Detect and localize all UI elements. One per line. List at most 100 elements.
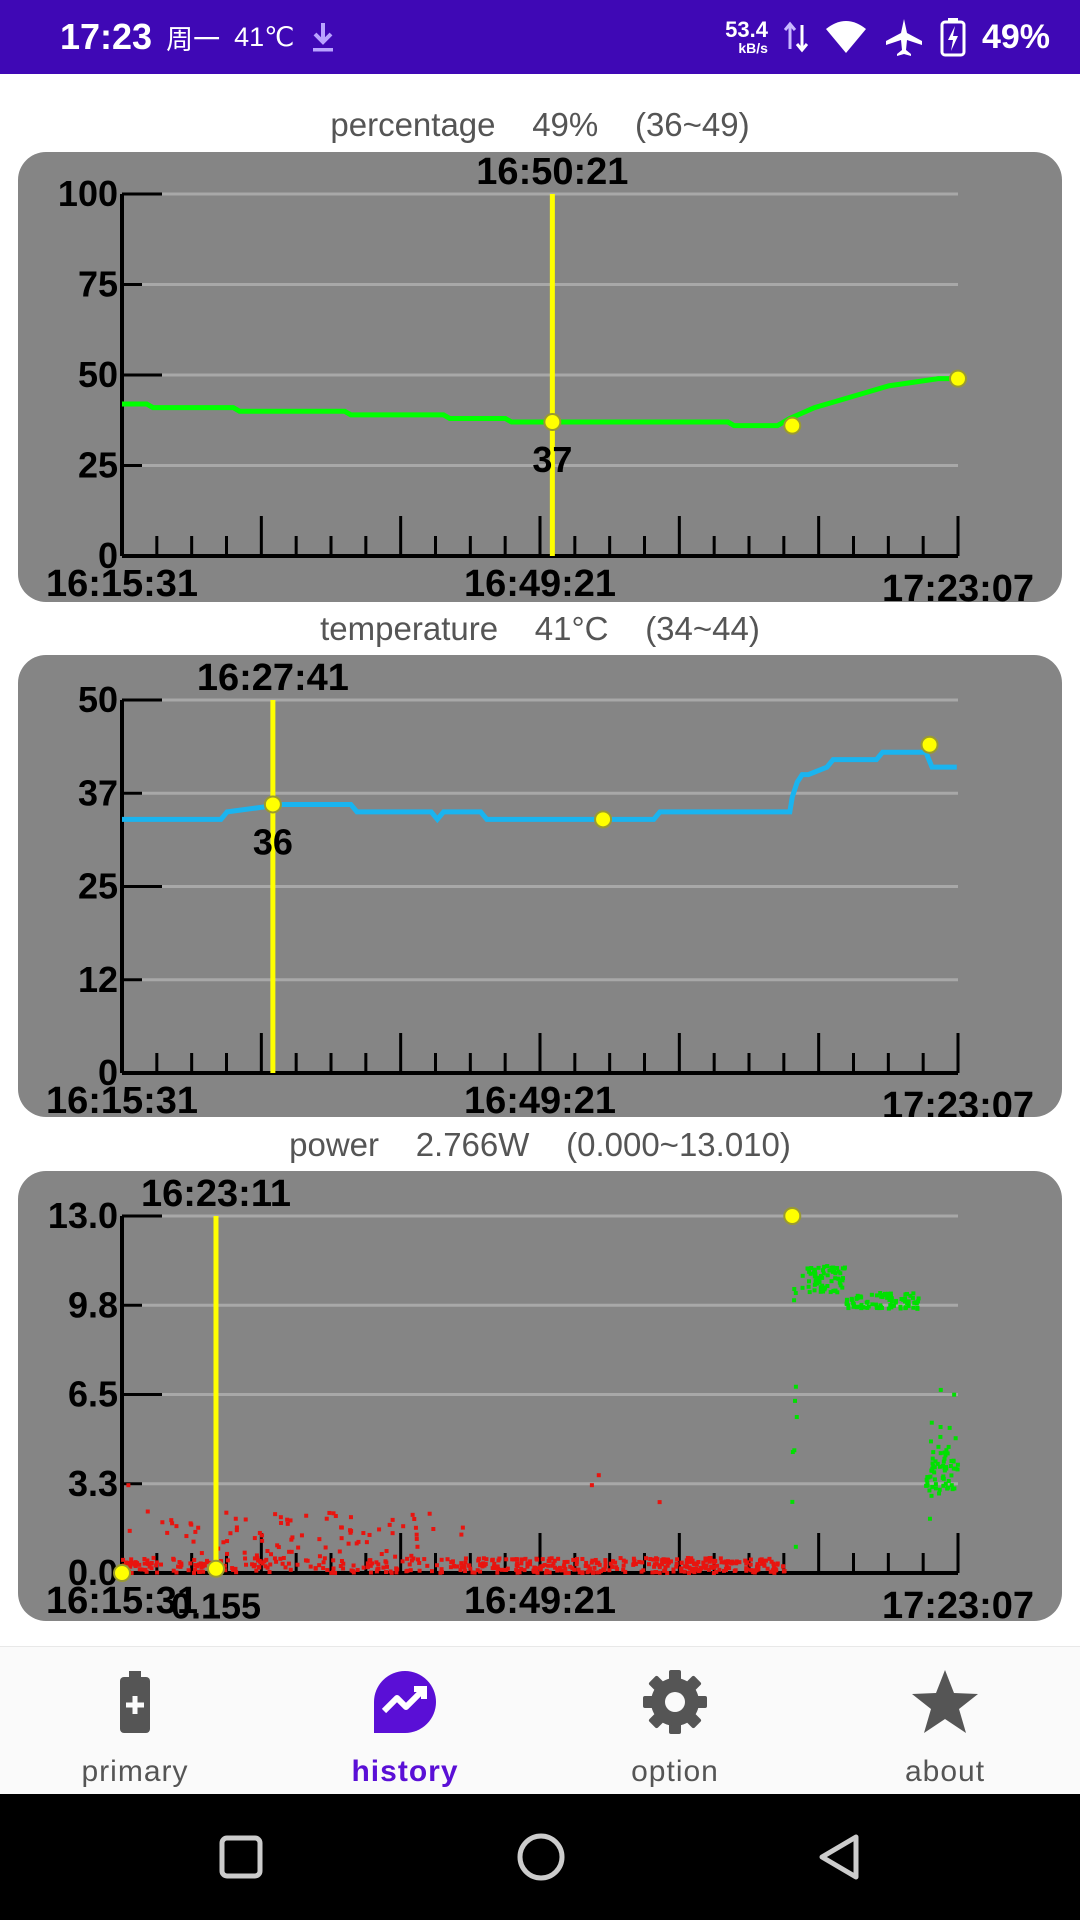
scatter-point <box>844 1300 849 1305</box>
scatter-point <box>563 1566 568 1571</box>
y-tick-label: 0 <box>98 1052 118 1093</box>
scatter-point <box>942 1468 947 1473</box>
scatter-point <box>886 1306 891 1311</box>
scatter-point <box>171 1556 176 1561</box>
scatter-point <box>938 1424 943 1429</box>
scatter-point <box>243 1517 248 1522</box>
scatter-point <box>689 1569 694 1574</box>
scatter-point <box>191 1539 196 1544</box>
scatter-point <box>931 1450 936 1455</box>
scatter-point <box>936 1444 941 1449</box>
scatter-point <box>339 1558 344 1563</box>
scatter-point <box>225 1539 230 1544</box>
scatter-point <box>838 1283 843 1288</box>
temperature-chart[interactable]: 50 37 25 12 0 16:15:31 16:49:21 17:23:07 16:27:4… <box>18 655 1062 1117</box>
scatter-point <box>903 1305 908 1310</box>
scatter-point <box>592 1565 597 1570</box>
scatter-point <box>137 1562 142 1567</box>
scatter-point <box>811 1270 816 1275</box>
scatter-point <box>368 1558 373 1563</box>
airplane-icon <box>885 19 922 56</box>
scatter-point <box>193 1529 198 1534</box>
download-icon <box>313 23 334 52</box>
power-chart-svg[interactable]: 13.0 9.8 6.5 3.3 0.016:15:31 16:49:21 17:23:07… <box>18 1171 1062 1621</box>
scatter-point <box>439 1567 444 1572</box>
scatter-point <box>481 1556 486 1561</box>
scatter-point <box>709 1564 714 1569</box>
scatter-point <box>576 1567 581 1572</box>
scatter-point <box>356 1539 361 1544</box>
scatter-point <box>941 1483 946 1488</box>
scatter-point <box>704 1563 709 1568</box>
scatter-point <box>408 1568 413 1573</box>
home-circle-icon[interactable] <box>516 1832 566 1882</box>
chart-label: temperature <box>320 610 499 647</box>
scatter-point <box>401 1524 406 1529</box>
scatter-point <box>244 1562 249 1567</box>
scatter-point <box>188 1561 193 1566</box>
scatter-point <box>725 1559 730 1564</box>
scatter-point <box>584 1560 589 1565</box>
percentage-chart-svg[interactable]: 100 75 50 25 016:15:31 16:49:21 17:23:07 16:50:… <box>18 152 1062 602</box>
scatter-point <box>812 1282 817 1287</box>
scatter-point <box>234 1570 239 1575</box>
scatter-point <box>846 1306 851 1311</box>
scatter-point <box>703 1558 708 1563</box>
scatter-point <box>192 1570 197 1575</box>
scatter-point <box>295 1562 300 1567</box>
scatter-point <box>814 1281 819 1286</box>
scatter-point <box>377 1527 382 1532</box>
scatter-point <box>701 1560 706 1565</box>
percentage-chart[interactable]: 100 75 50 25 0 16:15:31 16:49:21 17:23:07 16:50:… <box>18 152 1062 602</box>
nav-item-about[interactable]: about <box>810 1647 1080 1794</box>
back-triangle-icon[interactable] <box>816 1832 862 1882</box>
scatter-point <box>904 1292 909 1297</box>
scatter-point <box>296 1545 301 1550</box>
scatter-point <box>679 1560 684 1565</box>
scatter-point <box>671 1569 676 1574</box>
scatter-point <box>221 1540 226 1545</box>
scatter-point <box>880 1295 885 1300</box>
power-chart[interactable]: 13.0 9.8 6.5 3.3 0.0 16:15:31 16:49:21 17:23:07… <box>18 1171 1062 1621</box>
scatter-point <box>574 1562 579 1567</box>
scatter-point <box>233 1516 238 1521</box>
scatter-point <box>317 1554 322 1559</box>
scatter-point <box>146 1562 151 1567</box>
scatter-point <box>690 1558 695 1563</box>
scatter-point <box>842 1265 847 1270</box>
scatter-point <box>744 1568 749 1573</box>
scatter-point <box>662 1560 667 1565</box>
scatter-point <box>817 1280 822 1285</box>
scatter-point <box>379 1552 384 1557</box>
scatter-point <box>256 1565 261 1570</box>
temperature-chart-title: temperature 41°C (34~44) <box>0 610 1080 648</box>
scatter-point <box>523 1556 528 1561</box>
scatter-point <box>480 1564 485 1569</box>
x-tick-label: 16:49:21 <box>464 563 616 602</box>
scatter-point <box>155 1570 160 1575</box>
scatter-point <box>623 1569 628 1574</box>
scatter-point <box>274 1559 279 1564</box>
scatter-point <box>405 1568 410 1573</box>
network-speed: 53.4 kB/s <box>725 19 768 56</box>
scatter-point <box>205 1558 210 1563</box>
scatter-point <box>341 1566 346 1571</box>
scatter-point <box>800 1273 805 1278</box>
scatter-point <box>143 1567 148 1572</box>
nav-item-primary[interactable]: primary <box>0 1647 270 1794</box>
scatter-point <box>570 1566 575 1571</box>
recents-square-icon[interactable] <box>218 1834 264 1880</box>
scatter-point <box>346 1541 351 1546</box>
nav-item-option[interactable]: option <box>540 1647 810 1794</box>
scatter-point <box>519 1566 524 1571</box>
percentage-chart-title: percentage 49% (36~49) <box>0 106 1080 144</box>
scatter-point <box>821 1289 826 1294</box>
scatter-point <box>949 1473 954 1478</box>
scatter-point <box>694 1566 699 1571</box>
nav-item-history[interactable]: history <box>270 1647 540 1794</box>
scatter-point <box>171 1568 176 1573</box>
scatter-point <box>706 1556 711 1561</box>
scatter-point <box>519 1561 524 1566</box>
temperature-chart-svg[interactable]: 50 37 25 12 016:15:31 16:49:21 17:23:07 16:27:4… <box>18 655 1062 1117</box>
scatter-point <box>265 1548 270 1553</box>
